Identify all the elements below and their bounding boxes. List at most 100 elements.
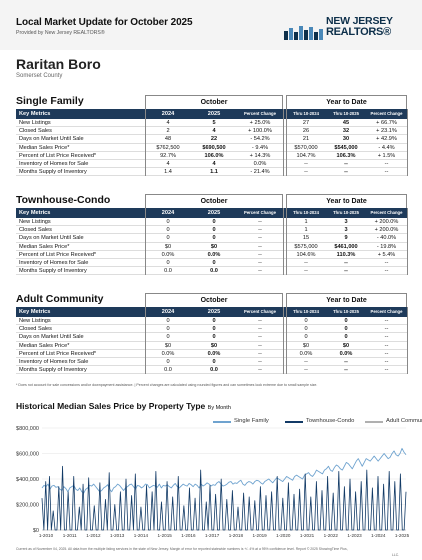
metric-value: 15 xyxy=(302,235,310,242)
metric-value: 0.0% xyxy=(207,350,221,357)
series-line-single-family xyxy=(41,447,407,494)
metric-value: -- xyxy=(258,235,262,242)
metric-value: - 9.4% xyxy=(251,144,269,151)
metric-value: 21 xyxy=(302,136,310,143)
footnote: * Does not account for sale concessions … xyxy=(16,383,318,387)
table-row: Inventory of Homes for Sale 0 0 -- -- -- -- xyxy=(16,259,407,268)
column-header-y2024: 2024 xyxy=(161,309,175,315)
metric-value: -- xyxy=(258,268,262,275)
metric-value: 22 xyxy=(210,136,218,143)
x-tick-label: 1-2011 xyxy=(63,533,77,538)
metric-value: 0 xyxy=(166,235,170,242)
metric-value: 30 xyxy=(342,136,350,143)
column-divider xyxy=(406,307,408,375)
metric-label: New Listings xyxy=(19,219,51,225)
metric-label: Closed Sales xyxy=(19,227,52,234)
metric-value: -- xyxy=(258,367,262,374)
y-tick-label: $600,000 xyxy=(16,452,39,458)
metric-label: Inventory of Homes for Sale xyxy=(19,160,89,167)
metric-value: $690,500 xyxy=(202,144,226,151)
metric-value: 106.0% xyxy=(204,152,224,159)
column-divider xyxy=(406,208,408,276)
column-header-y2024: 2024 xyxy=(161,210,175,216)
column-header-pct-change: Percent Change xyxy=(244,210,276,215)
table-row: Days on Market Until Sale 0 0 -- 15 9 - 40.0% xyxy=(16,234,407,243)
x-tick-label: 1-2013 xyxy=(110,533,125,538)
metric-value: -- xyxy=(258,342,262,349)
metric-value: -- xyxy=(258,318,262,324)
metric-value: 0.0% xyxy=(299,350,313,357)
table-row: Inventory of Homes for Sale 0 0 -- -- -- -- xyxy=(16,358,407,367)
table-row: Percent of List Price Received* 0.0% 0.0% -… xyxy=(16,251,407,259)
table-row: Median Sales Price* $0 $0 -- $0 $0 -- xyxy=(16,342,407,350)
table-row: Median Sales Price* $0 $0 -- $575,000 $461,00… xyxy=(16,243,407,251)
metric-value: -- xyxy=(258,219,262,225)
metric-value: 0.0 xyxy=(164,367,172,374)
metric-value: -- xyxy=(384,169,389,176)
metric-value: -- xyxy=(304,358,308,365)
metric-label: Percent of List Price Received* xyxy=(19,251,97,258)
metric-label: Months Supply of Inventory xyxy=(19,268,87,275)
column-header-thru2025: Thru 10-2025 xyxy=(333,111,359,116)
area-name: Raritan Boro xyxy=(16,56,101,72)
metric-value: + 23.1% xyxy=(376,128,397,135)
metric-value: $0 xyxy=(302,342,310,349)
metric-label: Closed Sales xyxy=(19,326,52,333)
metric-value: 0 xyxy=(166,227,170,234)
metric-value: + 66.7% xyxy=(376,120,397,126)
metric-value: 0.0 xyxy=(210,268,218,275)
metric-value: 0 xyxy=(304,334,308,341)
legend-label: Adult Community xyxy=(386,418,422,424)
column-divider xyxy=(285,307,287,375)
metric-value: 0.0% xyxy=(253,160,267,167)
column-divider xyxy=(406,109,408,177)
metric-value: 0.0% xyxy=(161,350,175,357)
y-tick-label: $800,000 xyxy=(16,426,39,432)
metric-value: + 5.4% xyxy=(377,251,396,258)
column-divider xyxy=(144,307,146,375)
legend-swatch xyxy=(365,421,383,423)
metric-value: 106.3% xyxy=(336,152,356,159)
logo-text-top: NEW JERSEY xyxy=(326,15,393,27)
section-adult-community: Adult Community October Year to Date Key Me… xyxy=(16,293,408,375)
metric-value: 0 xyxy=(166,334,170,341)
metric-value: 1 xyxy=(304,227,308,234)
metric-value: -- xyxy=(344,367,348,374)
x-tick-label: 1-2017 xyxy=(205,533,220,538)
report-provider: Provided by New Jersey REALTORS® xyxy=(16,30,105,36)
x-tick-label: 1-2010 xyxy=(39,533,54,538)
metric-value: 0.0 xyxy=(164,268,172,275)
column-divider xyxy=(282,307,284,375)
metric-value: 0 xyxy=(212,318,216,324)
metric-value: 92.7% xyxy=(160,152,176,159)
table-row: Days on Market Until Sale 0 0 -- 0 0 -- xyxy=(16,333,407,342)
chart-title-text: Historical Median Sales Price by Propert… xyxy=(16,401,206,411)
metric-value: - 4.4% xyxy=(378,144,395,151)
column-divider xyxy=(282,109,284,177)
x-tick-label: 1-2022 xyxy=(324,533,339,538)
table-header-row: Key Metrics 2024 2025 Percent Change Thru 10… xyxy=(16,307,407,317)
chart-title-by: By Month xyxy=(207,405,231,411)
section-townhouse-condo: Townhouse-Condo October Year to Date Key Me… xyxy=(16,194,408,276)
column-header-y2025: 2025 xyxy=(207,111,221,117)
metric-value: - 54.2% xyxy=(250,136,270,143)
metric-value: 1 xyxy=(304,219,308,225)
metric-value: 0 xyxy=(166,358,170,365)
metric-value: 0 xyxy=(304,318,308,324)
table-header-row: Key Metrics 2024 2025 Percent Change Thru 10… xyxy=(16,109,407,119)
metric-label: Percent of List Price Received* xyxy=(19,152,97,159)
metric-value: + 100.0% xyxy=(248,128,272,135)
metric-label: Days on Market Until Sale xyxy=(19,235,84,242)
metric-value: 0.0% xyxy=(161,251,175,258)
metric-value: -- xyxy=(384,326,389,333)
metric-value: -- xyxy=(384,318,389,324)
metric-value: -- xyxy=(384,259,389,266)
column-divider xyxy=(285,208,287,276)
legend-swatch xyxy=(213,421,231,423)
table-header-row: Key Metrics 2024 2025 Percent Change Thru 10… xyxy=(16,208,407,218)
series-line-townhouse-condo xyxy=(41,465,407,531)
x-tick-label: 1-2021 xyxy=(300,533,315,538)
metric-value: + 14.3% xyxy=(249,152,271,159)
metric-value: 9 xyxy=(344,235,348,242)
column-header-thru2025: Thru 10-2025 xyxy=(333,309,359,314)
